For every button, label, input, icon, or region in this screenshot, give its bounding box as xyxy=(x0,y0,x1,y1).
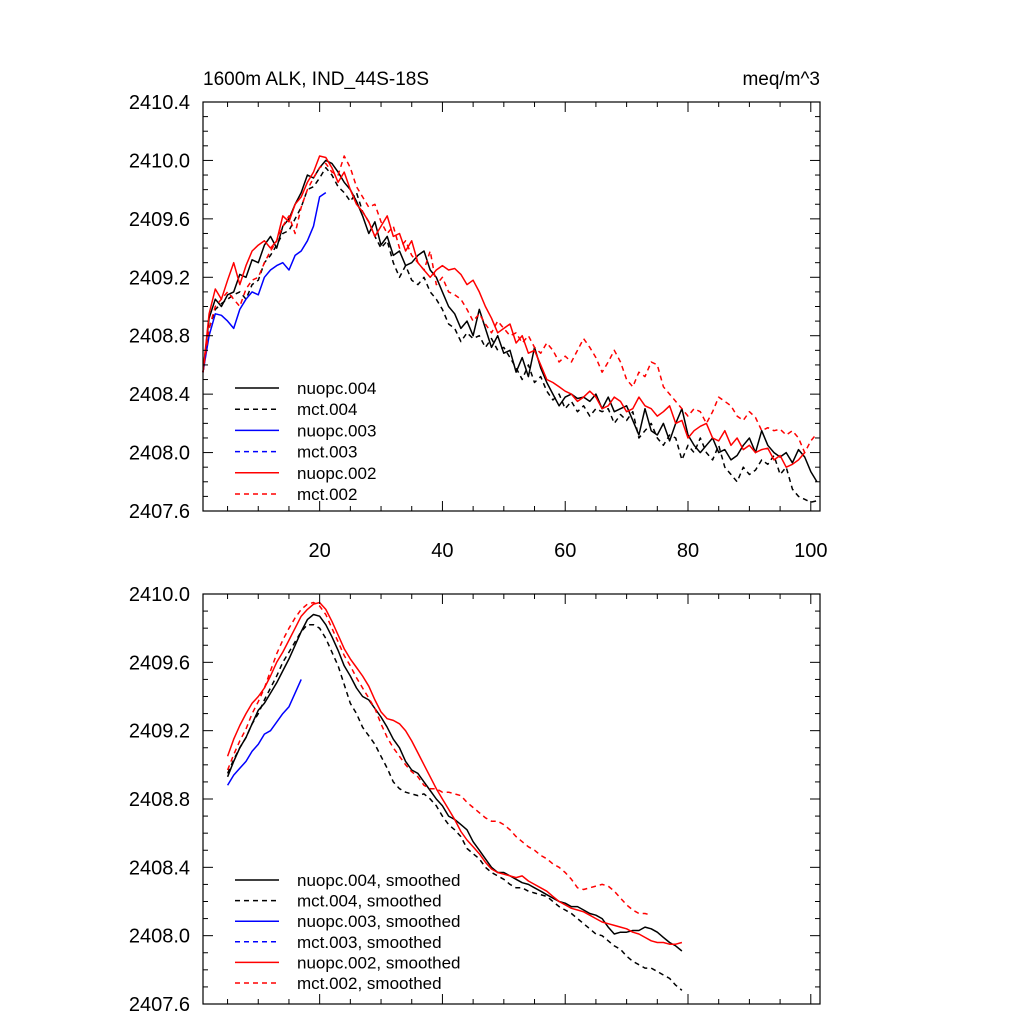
legend-label-nuopc-004-smoothed: nuopc.004, smoothed xyxy=(297,871,461,890)
legend: nuopc.004 mct.004 nuopc.003 mct.003 nuopc.00… xyxy=(235,379,376,504)
series-line-mct-004 xyxy=(202,166,818,503)
legend-label-nuopc-004: nuopc.004 xyxy=(297,379,376,398)
y-tick-label: 2409.6 xyxy=(129,652,190,674)
legend-label-mct-004-smoothed: mct.004, smoothed xyxy=(297,892,442,911)
y-tick-label: 2409.6 xyxy=(129,209,190,231)
y-tick-label: 2409.2 xyxy=(129,267,190,289)
x-tick-label: 40 xyxy=(431,540,453,562)
series-line-nuopc-002-smoothed xyxy=(226,601,683,945)
y-tick-label: 2410.4 xyxy=(129,92,190,114)
series-line-nuopc-003-smoothed xyxy=(226,679,302,786)
y-tick-label: 2407.6 xyxy=(129,501,190,523)
series-group xyxy=(202,155,818,503)
legend-label-nuopc-002-smoothed: nuopc.002, smoothed xyxy=(297,953,461,972)
x-tick-label: 100 xyxy=(794,540,827,562)
series-line-mct-004-smoothed xyxy=(226,623,683,991)
chart-units: meq/m^3 xyxy=(742,69,820,90)
legend-label-mct-003: mct.003 xyxy=(297,443,357,462)
series-line-nuopc-003 xyxy=(202,191,327,373)
legend-label-mct-002: mct.002 xyxy=(297,485,357,504)
x-tick-label: 60 xyxy=(554,540,576,562)
legend-label-mct-002-smoothed: mct.002, smoothed xyxy=(297,974,442,993)
x-tick-label: 80 xyxy=(677,540,699,562)
y-tick-label: 2408.8 xyxy=(129,326,190,348)
axis-ticks: 2407.6 2408.0 2408.4 2408.8 2409.2 2409.6 2410… xyxy=(129,92,828,562)
series-line-nuopc-004 xyxy=(202,159,818,483)
y-tick-label: 2408.4 xyxy=(129,857,190,879)
chart-title: 1600m ALK, IND_44S-18S xyxy=(203,69,429,90)
legend-label-nuopc-003-smoothed: nuopc.003, smoothed xyxy=(297,912,461,931)
y-tick-label: 2407.6 xyxy=(129,994,190,1016)
top-chart: 1600m ALK, IND_44S-18S meq/m^3 2407.6240… xyxy=(129,69,828,562)
series-line-nuopc-002 xyxy=(202,155,806,468)
y-tick-label: 2408.8 xyxy=(129,789,190,811)
legend-label-mct-004: mct.004 xyxy=(297,400,357,419)
y-tick-label: 2410.0 xyxy=(129,150,190,172)
y-tick-label: 2409.2 xyxy=(129,721,190,743)
y-tick-label: 2408.0 xyxy=(129,443,190,465)
axis-ticks: 2407.6 2408.0 2408.4 2408.8 2409.2 2409.6 2410… xyxy=(129,584,820,1016)
legend-label-mct-003-smoothed: mct.003, smoothed xyxy=(297,933,442,952)
bottom-chart: 2407.6 2408.0 2408.4 2408.8 2409.2 2409.6 2410… xyxy=(129,584,821,1016)
series-group xyxy=(226,601,683,991)
y-tick-label: 2408.4 xyxy=(129,384,190,406)
y-tick-label: 2410.0 xyxy=(129,584,190,606)
legend-label-nuopc-002: nuopc.002 xyxy=(297,464,376,483)
y-tick-label: 2408.0 xyxy=(129,926,190,948)
series-line-mct-002-smoothed xyxy=(226,601,652,916)
legend-label-nuopc-003: nuopc.003 xyxy=(297,421,376,440)
x-tick-label: 20 xyxy=(309,540,331,562)
